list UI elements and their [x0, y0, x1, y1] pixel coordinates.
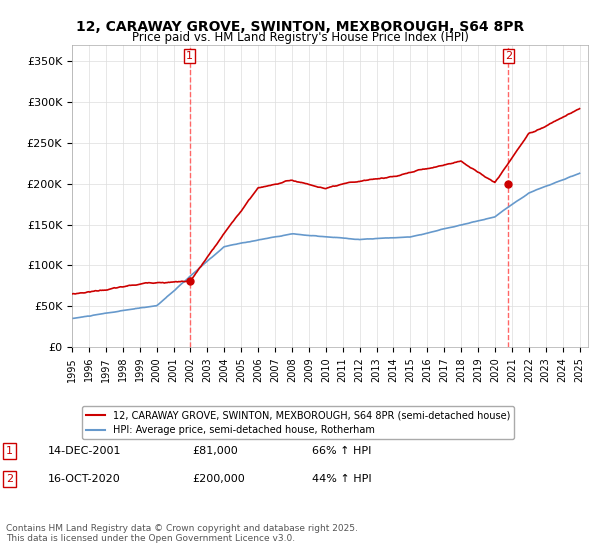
Text: 1: 1	[186, 51, 193, 61]
Text: £81,000: £81,000	[192, 446, 238, 456]
Text: 2: 2	[6, 474, 13, 484]
Text: 1: 1	[6, 446, 13, 456]
Text: 66% ↑ HPI: 66% ↑ HPI	[312, 446, 371, 456]
Text: 12, CARAWAY GROVE, SWINTON, MEXBOROUGH, S64 8PR: 12, CARAWAY GROVE, SWINTON, MEXBOROUGH, …	[76, 20, 524, 34]
Text: £200,000: £200,000	[192, 474, 245, 484]
Legend: 12, CARAWAY GROVE, SWINTON, MEXBOROUGH, S64 8PR (semi-detached house), HPI: Aver: 12, CARAWAY GROVE, SWINTON, MEXBOROUGH, …	[82, 407, 514, 439]
Point	[503, 179, 513, 188]
Text: 16-OCT-2020: 16-OCT-2020	[48, 474, 121, 484]
Point	[185, 277, 194, 286]
Text: 2: 2	[505, 51, 512, 61]
Text: 44% ↑ HPI: 44% ↑ HPI	[312, 474, 371, 484]
Text: Price paid vs. HM Land Registry's House Price Index (HPI): Price paid vs. HM Land Registry's House …	[131, 31, 469, 44]
Text: 14-DEC-2001: 14-DEC-2001	[48, 446, 121, 456]
Text: Contains HM Land Registry data © Crown copyright and database right 2025.
This d: Contains HM Land Registry data © Crown c…	[6, 524, 358, 543]
